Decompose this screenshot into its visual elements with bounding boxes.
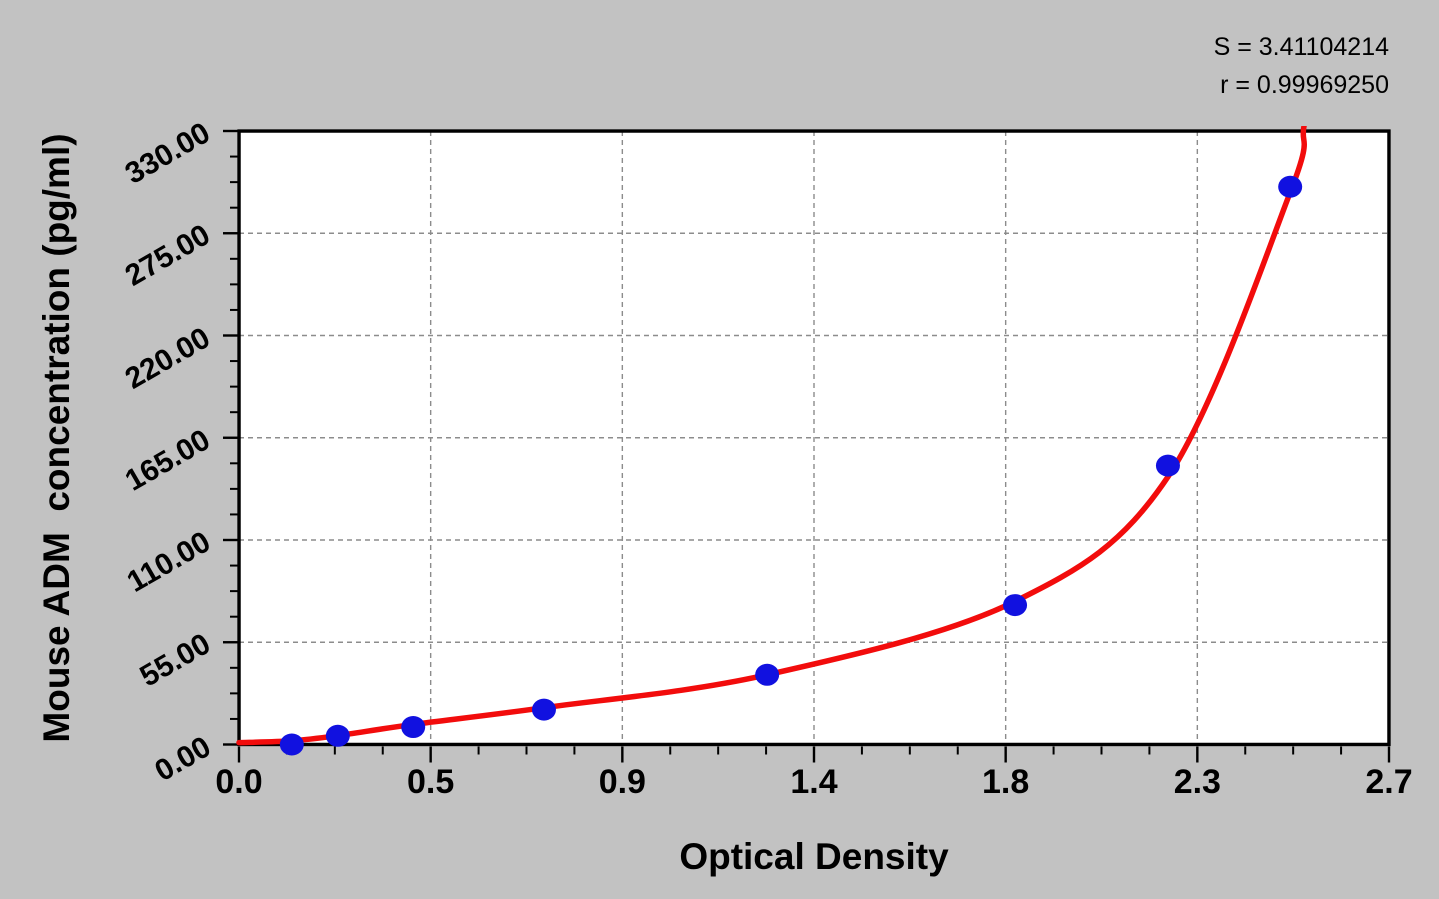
x-axis-title: Optical Density [679,836,949,877]
plot-frame [237,129,1391,747]
data-point [531,698,556,721]
y-tick-label-slot: 220.00 [0,316,216,395]
y-tick-label-slot: 110.00 [0,520,216,599]
x-tick-label: 2.7 [1365,763,1413,801]
data-point [401,716,426,739]
x-tick-label: 1.4 [790,763,838,801]
data-point [325,724,350,747]
y-tick-label-slot: 55.00 [0,622,216,694]
fit-statistics: S = 3.41104214 r = 0.99969250 [1214,28,1389,104]
x-tick-label: 0.9 [598,763,646,801]
x-tick-label: 0.5 [407,763,455,801]
x-tick-label: 1.8 [982,763,1030,801]
data-point [1278,175,1303,198]
y-tick-label-slot: 275.00 [0,213,216,293]
data-point [755,663,780,686]
data-point [279,733,304,756]
data-point [1003,594,1028,617]
y-tick-label-slot: 0.00 [0,725,216,788]
data-point [1155,454,1180,477]
y-tick-label-slot: 165.00 [0,418,216,497]
fit-curve [236,126,1307,746]
fit-s-value: S = 3.41104214 [1213,33,1389,61]
x-tick-label: 2.3 [1173,763,1221,801]
x-tick-label: 0.0 [215,763,263,801]
y-tick-label-slot: 330.00 [0,111,216,190]
fit-r-value: r = 0.99969250 [1220,71,1389,99]
